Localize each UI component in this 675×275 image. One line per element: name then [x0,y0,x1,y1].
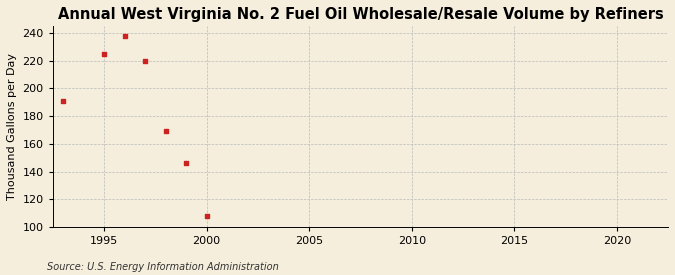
Point [181,161,192,166]
Text: Source: U.S. Energy Information Administration: Source: U.S. Energy Information Administ… [47,262,279,272]
Point [57,99,68,103]
Y-axis label: Thousand Gallons per Day: Thousand Gallons per Day [7,53,17,200]
Point [140,58,151,63]
Point [99,51,109,56]
Point [119,33,130,38]
Point [160,129,171,134]
Point [201,214,212,218]
Title: Annual West Virginia No. 2 Fuel Oil Wholesale/Resale Volume by Refiners: Annual West Virginia No. 2 Fuel Oil Whol… [57,7,664,22]
